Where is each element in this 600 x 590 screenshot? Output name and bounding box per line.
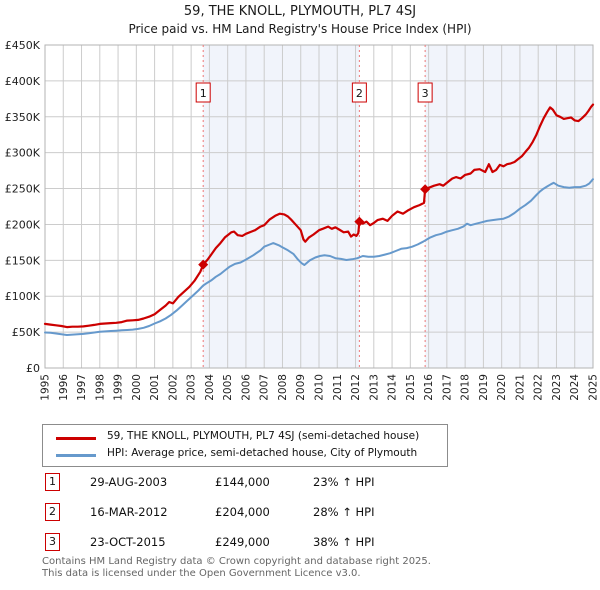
chart-legend: 59, THE KNOLL, PLYMOUTH, PL7 4SJ (semi-d… [42, 424, 448, 467]
svg-text:2000: 2000 [131, 374, 143, 401]
svg-text:2016: 2016 [423, 374, 435, 401]
svg-text:2014: 2014 [387, 374, 399, 401]
svg-text:2004: 2004 [204, 374, 216, 401]
svg-text:2007: 2007 [259, 374, 271, 401]
svg-text:1998: 1998 [94, 374, 106, 401]
svg-text:2008: 2008 [277, 374, 289, 401]
svg-text:2001: 2001 [149, 374, 161, 401]
svg-text:2013: 2013 [368, 374, 380, 401]
svg-text:2025: 2025 [588, 374, 600, 401]
sale-hpi-delta: 23% ↑ HPI [313, 475, 375, 489]
page-subtitle: Price paid vs. HM Land Registry's House … [128, 22, 472, 36]
y-axis-labels: £450K £400K £350K £300K £250K £200K £150K £100K… [5, 39, 41, 375]
svg-text:1997: 1997 [76, 374, 88, 401]
license-line-2: This data is licensed under the Open Gov… [42, 567, 361, 579]
svg-text:£0: £0 [26, 362, 40, 375]
svg-text:£200K: £200K [5, 218, 41, 231]
sale-date: 16-MAR-2012 [90, 505, 168, 519]
property-price-line [43, 103, 595, 329]
hpi-line [44, 178, 594, 336]
svg-text:2010: 2010 [314, 374, 326, 401]
svg-text:£50K: £50K [12, 326, 41, 339]
hpi-series-legend-line-icon [56, 454, 96, 457]
svg-text:£250K: £250K [5, 183, 41, 196]
sale-date: 23-OCT-2015 [90, 535, 166, 549]
svg-text:2005: 2005 [222, 374, 234, 401]
svg-text:£300K: £300K [5, 147, 41, 160]
license-line-1: Contains HM Land Registry data © Crown c… [42, 556, 431, 567]
svg-text:2003: 2003 [186, 374, 198, 401]
svg-text:2: 2 [356, 87, 363, 100]
svg-text:2002: 2002 [167, 374, 179, 401]
svg-text:2012: 2012 [350, 374, 362, 401]
svg-text:2020: 2020 [496, 374, 508, 401]
legend-entry-hpi: HPI: Average price, semi-detached house,… [43, 447, 447, 463]
svg-text:£400K: £400K [5, 75, 41, 88]
sale-marker-badge: 1 [45, 473, 60, 491]
svg-text:3: 3 [422, 87, 429, 100]
x-axis-labels: 1995 1996 1997 1998 1999 2000 2001 2002 2003 2004… [40, 374, 600, 401]
svg-text:2006: 2006 [240, 374, 252, 401]
svg-text:1995: 1995 [40, 374, 52, 401]
page-title: 59, THE KNOLL, PLYMOUTH, PL7 4SJ [183, 4, 417, 19]
sale-date-lines [202, 45, 426, 368]
svg-text:£100K: £100K [5, 290, 41, 303]
sale-hpi-delta: 28% ↑ HPI [313, 505, 375, 519]
sale-marker-badge: 2 [45, 503, 60, 521]
legend-label-hpi: HPI: Average price, semi-detached house,… [107, 447, 418, 459]
sale-price: £144,000 [215, 475, 270, 489]
sale-hpi-delta: 38% ↑ HPI [313, 535, 375, 549]
sale-row-3: 3 23-OCT-2015 £249,000 38% ↑ HPI [0, 533, 600, 553]
sale-price: £249,000 [215, 535, 270, 549]
svg-text:£150K: £150K [5, 254, 41, 267]
svg-text:1: 1 [200, 87, 207, 100]
svg-text:2017: 2017 [441, 374, 453, 401]
sale-date: 29-AUG-2003 [90, 475, 168, 489]
svg-text:2022: 2022 [533, 374, 545, 401]
sale-row-1: 1 29-AUG-2003 £144,000 23% ↑ HPI [0, 473, 600, 493]
price-chart: 1 2 3 £450K £400K £350K £300K £250K £200K £150K £1… [5, 39, 600, 401]
sale-price: £204,000 [215, 505, 270, 519]
svg-text:2015: 2015 [405, 374, 417, 401]
svg-text:£350K: £350K [5, 111, 41, 124]
svg-text:1999: 1999 [113, 374, 125, 401]
svg-text:£450K: £450K [5, 39, 41, 52]
svg-text:2019: 2019 [478, 374, 490, 401]
svg-text:2024: 2024 [569, 374, 581, 401]
sale-marker-badge: 3 [45, 533, 60, 551]
svg-text:1996: 1996 [58, 374, 70, 401]
svg-text:2018: 2018 [460, 374, 472, 401]
legend-entry-property: 59, THE KNOLL, PLYMOUTH, PL7 4SJ (semi-d… [43, 430, 447, 446]
sale-markers: 1 2 3 [195, 82, 433, 270]
legend-label-property: 59, THE KNOLL, PLYMOUTH, PL7 4SJ (semi-d… [107, 430, 420, 442]
svg-text:2009: 2009 [295, 374, 307, 401]
property-series-legend-line-icon [56, 437, 96, 440]
sale-row-2: 2 16-MAR-2012 £204,000 28% ↑ HPI [0, 503, 600, 523]
shaded-regions [203, 45, 593, 368]
plot-border [44, 44, 594, 369]
svg-text:2011: 2011 [332, 374, 344, 401]
license-footer: Contains HM Land Registry data © Crown c… [42, 556, 582, 579]
svg-text:2021: 2021 [514, 374, 526, 401]
svg-text:2023: 2023 [551, 374, 563, 401]
